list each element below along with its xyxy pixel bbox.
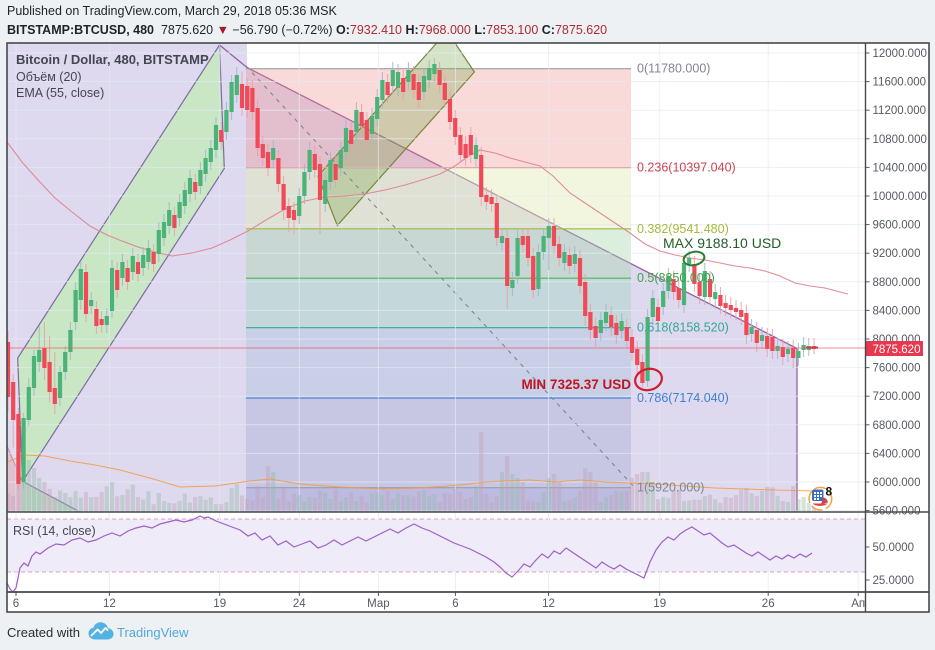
- svg-text:0.5(8850.000): 0.5(8850.000): [637, 271, 715, 285]
- svg-text:8: 8: [826, 485, 833, 499]
- svg-text:24: 24: [293, 598, 306, 610]
- svg-text:0.618(8158.520): 0.618(8158.520): [637, 321, 729, 335]
- svg-text:8400.000: 8400.000: [873, 305, 921, 317]
- svg-text:9200.000: 9200.000: [873, 248, 921, 260]
- svg-text:0.786(7174.040): 0.786(7174.040): [637, 391, 729, 405]
- svg-text:6800.000: 6800.000: [873, 420, 921, 432]
- svg-text:Ап: Ап: [851, 598, 865, 610]
- svg-text:11600.000: 11600.000: [873, 77, 927, 89]
- svg-text:6: 6: [452, 598, 458, 610]
- svg-text:EMA (55, close): EMA (55, close): [16, 86, 104, 100]
- svg-text:6000.000: 6000.000: [873, 477, 921, 489]
- svg-text:Bitcoin / Dollar, 480, BITSTAM: Bitcoin / Dollar, 480, BITSTAMP: [16, 52, 209, 67]
- svg-text:50.0000: 50.0000: [873, 542, 915, 554]
- svg-text:26: 26: [762, 598, 775, 610]
- svg-text:0.382(9541.480): 0.382(9541.480): [637, 222, 729, 236]
- svg-text:8800.000: 8800.000: [873, 277, 921, 289]
- svg-text:MIN 7325.37 USD: MIN 7325.37 USD: [521, 377, 631, 392]
- svg-text:1(5920.000): 1(5920.000): [637, 481, 704, 495]
- svg-text:9600.000: 9600.000: [873, 220, 921, 232]
- svg-text:0(11780.000): 0(11780.000): [637, 62, 710, 76]
- svg-text:RSI (14, close): RSI (14, close): [13, 524, 96, 538]
- svg-text:MAX 9188.10 USD: MAX 9188.10 USD: [663, 235, 781, 251]
- svg-text:12: 12: [103, 598, 116, 610]
- svg-text:19: 19: [653, 598, 666, 610]
- svg-text:0.236(10397.040): 0.236(10397.040): [637, 161, 736, 175]
- svg-text:Мар: Мар: [367, 598, 390, 610]
- svg-text:10400.000: 10400.000: [873, 162, 927, 174]
- svg-text:7200.000: 7200.000: [873, 391, 921, 403]
- svg-text:6: 6: [13, 598, 19, 610]
- svg-text:11200.000: 11200.000: [873, 105, 927, 117]
- svg-text:10000.000: 10000.000: [873, 191, 927, 203]
- svg-text:19: 19: [213, 598, 226, 610]
- svg-text:25.0000: 25.0000: [873, 575, 915, 587]
- svg-text:12: 12: [542, 598, 555, 610]
- svg-text:7600.000: 7600.000: [873, 363, 921, 375]
- svg-text:6400.000: 6400.000: [873, 448, 921, 460]
- svg-text:Объём (20): Объём (20): [16, 70, 82, 84]
- svg-text:7875.620: 7875.620: [873, 344, 921, 356]
- svg-text:10800.000: 10800.000: [873, 134, 927, 146]
- svg-text:12000.000: 12000.000: [873, 48, 927, 60]
